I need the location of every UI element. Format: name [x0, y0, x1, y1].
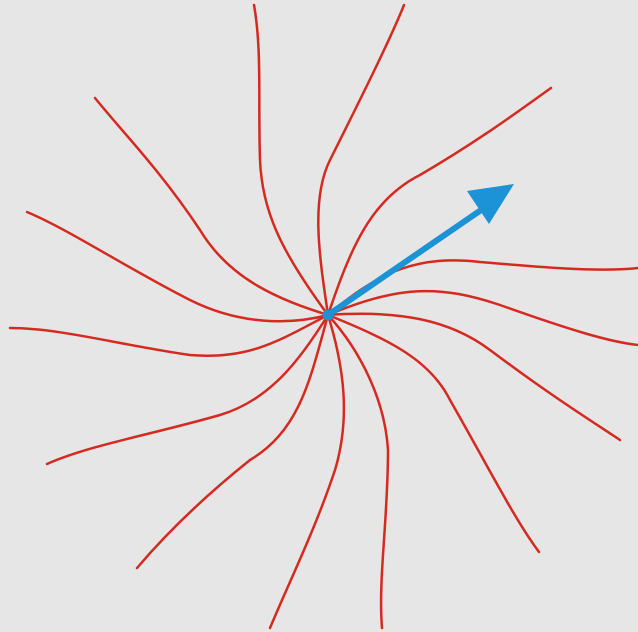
- field-line: [317, 3, 406, 317]
- field-line: [326, 312, 622, 442]
- field-line: [135, 313, 330, 570]
- field-line: [252, 3, 330, 317]
- field-line: [45, 313, 330, 466]
- arrow-shaft: [325, 205, 487, 318]
- field-line: [8, 313, 330, 357]
- origin-point: [322, 309, 334, 321]
- field-line: [326, 289, 638, 347]
- field-line: [326, 86, 553, 317]
- vector-arrow: [322, 184, 514, 321]
- field-line: [268, 313, 346, 630]
- field-lines: [8, 3, 638, 630]
- field-line: [326, 313, 390, 630]
- field-line: [25, 210, 330, 323]
- arrow-head: [467, 184, 514, 224]
- field-line: [326, 313, 541, 554]
- field-line: [93, 96, 330, 317]
